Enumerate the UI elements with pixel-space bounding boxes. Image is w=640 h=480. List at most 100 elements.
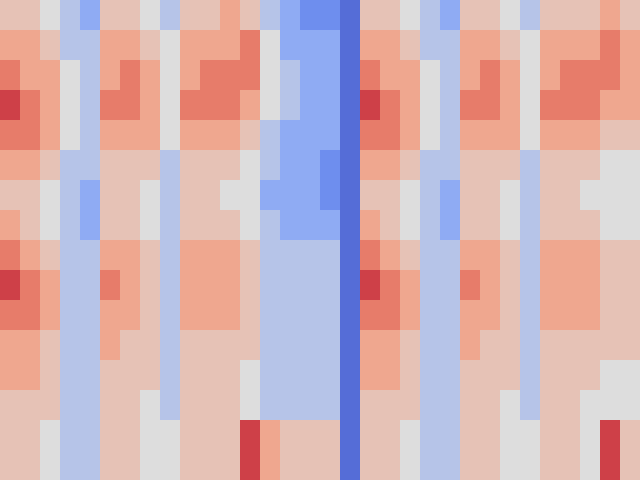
cell (420, 150, 441, 181)
cell (160, 420, 181, 451)
cell (260, 180, 281, 211)
cell (480, 240, 501, 271)
cell (420, 210, 441, 241)
cell (80, 450, 101, 480)
cell (400, 60, 421, 91)
cell (80, 120, 101, 151)
cell (180, 270, 201, 301)
cell (120, 240, 141, 271)
cell (0, 150, 21, 181)
cell (360, 210, 381, 241)
cell (240, 90, 261, 121)
cell (400, 30, 421, 61)
cell (500, 180, 521, 211)
cell (220, 30, 241, 61)
cell (360, 0, 381, 31)
cell (220, 240, 241, 271)
cell (20, 120, 41, 151)
cell (20, 300, 41, 331)
cell (160, 30, 181, 61)
cell (200, 420, 221, 451)
cell (40, 270, 61, 301)
cell (620, 120, 640, 151)
cell (460, 60, 481, 91)
cell (360, 90, 381, 121)
cell (600, 300, 621, 331)
cell (460, 450, 481, 480)
cell (60, 240, 81, 271)
cell (240, 30, 261, 61)
cell (100, 360, 121, 391)
cell (120, 90, 141, 121)
cell (540, 420, 561, 451)
cell (140, 90, 161, 121)
cell (580, 300, 601, 331)
cell (580, 270, 601, 301)
cell (500, 390, 521, 421)
cell (460, 0, 481, 31)
cell (40, 180, 61, 211)
cell (240, 420, 261, 451)
cell (620, 180, 640, 211)
cell (460, 30, 481, 61)
cell (340, 270, 361, 301)
cell (0, 450, 21, 480)
cell (200, 150, 221, 181)
cell (480, 30, 501, 61)
cell (200, 360, 221, 391)
cell (600, 270, 621, 301)
cell (440, 120, 461, 151)
cell (560, 210, 581, 241)
cell (400, 180, 421, 211)
cell (260, 30, 281, 61)
cell (480, 360, 501, 391)
cell (360, 300, 381, 331)
cell (620, 60, 640, 91)
cell (600, 390, 621, 421)
cell (40, 420, 61, 451)
cell (480, 300, 501, 331)
cell (240, 390, 261, 421)
cell (0, 180, 21, 211)
cell (100, 450, 121, 480)
cell (60, 300, 81, 331)
cell (80, 420, 101, 451)
cell (600, 60, 621, 91)
cell (100, 330, 121, 361)
cell (40, 450, 61, 480)
cell (220, 300, 241, 331)
cell (20, 390, 41, 421)
cell (600, 240, 621, 271)
cell (100, 90, 121, 121)
cell (120, 210, 141, 241)
cell (100, 120, 121, 151)
cell (40, 0, 61, 31)
cell (580, 390, 601, 421)
cell (580, 0, 601, 31)
cell (500, 330, 521, 361)
cell (520, 450, 541, 480)
cell (280, 0, 301, 31)
cell (0, 240, 21, 271)
cell (480, 60, 501, 91)
cell (360, 120, 381, 151)
cell (560, 90, 581, 121)
cell (620, 210, 640, 241)
cell (20, 270, 41, 301)
cell (0, 300, 21, 331)
cell (140, 60, 161, 91)
cell (200, 330, 221, 361)
cell (560, 360, 581, 391)
cell (620, 240, 640, 271)
cell (560, 30, 581, 61)
cell (480, 390, 501, 421)
cell (300, 240, 321, 271)
cell (260, 240, 281, 271)
cell (20, 60, 41, 91)
cell (120, 330, 141, 361)
cell (160, 300, 181, 331)
cell (260, 120, 281, 151)
cell (160, 270, 181, 301)
cell (440, 420, 461, 451)
cell (440, 300, 461, 331)
